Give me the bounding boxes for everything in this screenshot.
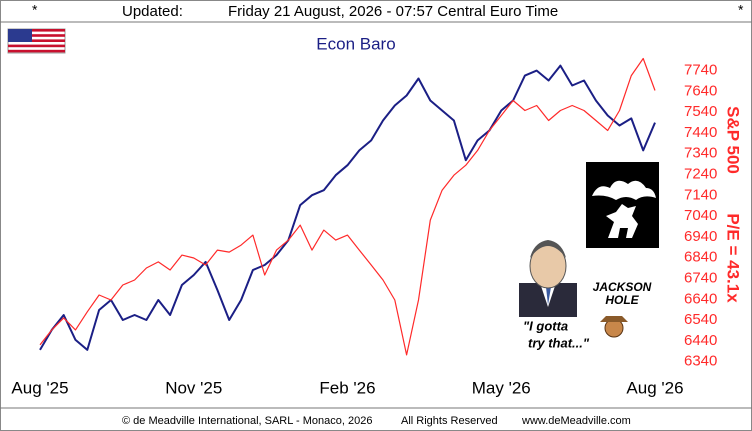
header-updated: Updated: — [122, 3, 183, 20]
x-tick-label: Feb '26 — [319, 378, 375, 397]
quote: "I gotta — [523, 318, 568, 333]
footer-rights: All Rights Reserved — [401, 415, 498, 427]
chart-title: Econ Baro — [316, 34, 395, 53]
x-tick-label: Aug '25 — [11, 378, 68, 397]
jackson-hole-logo: JACKSON HOLE — [585, 160, 660, 338]
y-tick-label: 7340 — [684, 145, 717, 162]
y-tick-label: 7140 — [684, 186, 717, 203]
y-tick-label: 6740 — [684, 270, 717, 287]
y-tick-label: 7240 — [684, 166, 717, 183]
footer-website: www.deMeadville.com — [521, 415, 631, 427]
footer-copyright: © de Meadville International, SARL - Mon… — [122, 415, 372, 427]
y-tick-label: 7640 — [684, 82, 717, 99]
y-tick-label: 7740 — [684, 62, 717, 79]
y-tick-label: 6440 — [684, 332, 717, 349]
y-tick-label: 6940 — [684, 228, 717, 245]
y-axis-label: S&P 500 — [724, 106, 743, 174]
y-tick-label: 6340 — [684, 353, 717, 370]
x-tick-label: Nov '25 — [165, 378, 222, 397]
y-tick-label: 7040 — [684, 207, 717, 224]
logo-text: JACKSON — [593, 280, 652, 294]
pe-annotation: P/E = 43.1x — [724, 213, 743, 303]
x-tick-label: Aug '26 — [626, 378, 683, 397]
header-mark: * — [32, 2, 38, 18]
y-tick-label: 6640 — [684, 290, 717, 307]
y-tick-label: 7440 — [684, 124, 717, 141]
cartoon-figure — [519, 240, 577, 317]
logo-text: HOLE — [605, 293, 639, 307]
y-tick-label: 7540 — [684, 103, 717, 120]
y-tick-label: 6840 — [684, 249, 717, 266]
y-tick-label: 6540 — [684, 311, 717, 328]
x-tick-label: May '26 — [472, 378, 531, 397]
series-line — [39, 64, 656, 351]
quote: try that..." — [528, 335, 590, 350]
header-mark: * — [738, 2, 744, 18]
us-flag — [7, 28, 66, 54]
series-line — [39, 57, 656, 356]
header-timestamp: Friday 21 August, 2026 - 07:57 Central E… — [228, 3, 558, 20]
